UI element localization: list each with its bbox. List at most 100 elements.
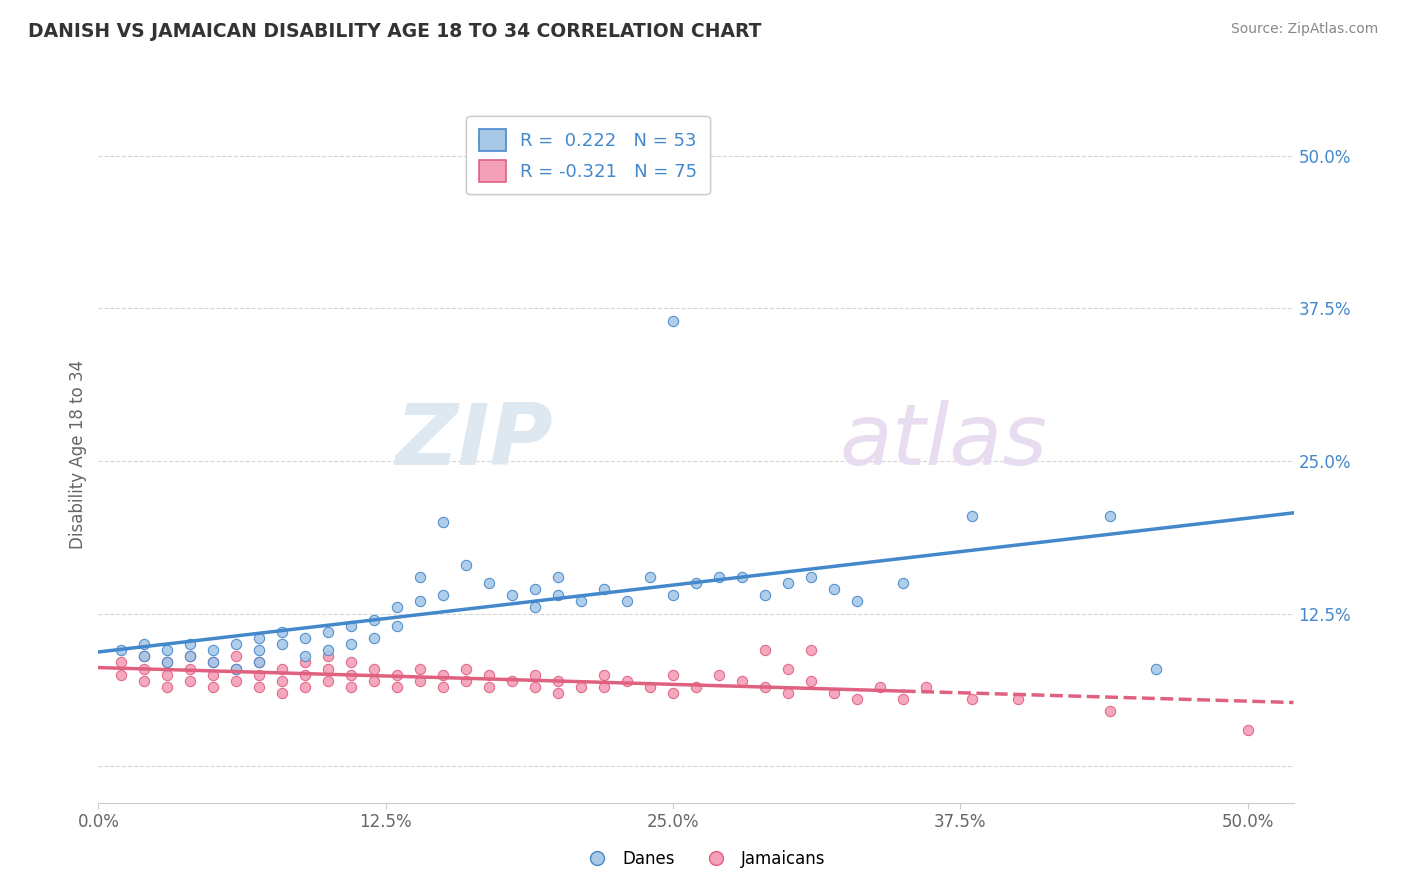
Point (202, 643, 225, 657)
Point (800, 673, 823, 688)
Point (316, 673, 339, 688)
Point (247, 643, 270, 657)
Point (960, 692, 983, 706)
Point (179, 649, 201, 664)
Text: ZIP: ZIP (395, 400, 553, 483)
Point (202, 656, 225, 670)
Point (823, 686, 845, 700)
Point (409, 570, 432, 584)
Point (156, 680, 179, 694)
Legend: Danes, Jamaicans: Danes, Jamaicans (574, 844, 832, 875)
Point (409, 661, 432, 675)
Point (800, 570, 823, 584)
Point (432, 680, 454, 694)
Point (845, 594, 868, 608)
Point (776, 661, 799, 675)
Point (225, 661, 247, 675)
Point (340, 680, 363, 694)
Point (179, 661, 201, 675)
Point (638, 570, 661, 584)
Point (409, 673, 432, 688)
Point (179, 673, 201, 688)
Point (134, 673, 156, 688)
Point (638, 680, 661, 694)
Point (524, 582, 547, 597)
Point (316, 643, 339, 657)
Point (247, 656, 270, 670)
Point (1144, 661, 1167, 675)
Y-axis label: Disability Age 18 to 34: Disability Age 18 to 34 (69, 360, 87, 549)
Point (340, 656, 363, 670)
Point (845, 692, 868, 706)
Point (385, 680, 409, 694)
Point (363, 673, 385, 688)
Point (294, 656, 316, 670)
Point (776, 576, 799, 591)
Point (501, 588, 523, 602)
Point (179, 637, 201, 651)
Point (110, 656, 132, 670)
Point (340, 619, 363, 633)
Point (569, 594, 592, 608)
Point (363, 613, 385, 627)
Point (1098, 508, 1121, 523)
Point (776, 686, 799, 700)
Point (547, 673, 569, 688)
Point (800, 643, 823, 657)
Point (110, 643, 132, 657)
Point (524, 600, 547, 615)
Text: Source: ZipAtlas.com: Source: ZipAtlas.com (1230, 22, 1378, 37)
Point (593, 582, 616, 597)
Point (524, 680, 547, 694)
Point (316, 624, 339, 639)
Point (662, 313, 685, 327)
Point (685, 576, 707, 591)
Point (456, 673, 478, 688)
Point (225, 637, 247, 651)
Point (478, 667, 501, 681)
Point (1236, 723, 1258, 737)
Point (225, 661, 247, 675)
Point (593, 667, 616, 681)
Point (134, 661, 156, 675)
Point (432, 667, 454, 681)
Point (891, 692, 914, 706)
Point (271, 661, 294, 675)
Point (247, 656, 270, 670)
Point (616, 673, 638, 688)
Point (914, 680, 936, 694)
Point (363, 661, 385, 675)
Point (662, 686, 685, 700)
Point (247, 631, 270, 645)
Point (569, 680, 592, 694)
Point (432, 515, 454, 529)
Point (456, 661, 478, 675)
Point (754, 643, 776, 657)
Point (547, 588, 569, 602)
Point (202, 656, 225, 670)
Point (1098, 704, 1121, 718)
Point (547, 570, 569, 584)
Point (524, 667, 547, 681)
Point (247, 680, 270, 694)
Point (707, 667, 730, 681)
Point (685, 680, 707, 694)
Point (363, 631, 385, 645)
Point (960, 508, 983, 523)
Text: DANISH VS JAMAICAN DISABILITY AGE 18 TO 34 CORRELATION CHART: DANISH VS JAMAICAN DISABILITY AGE 18 TO … (28, 22, 762, 41)
Point (134, 637, 156, 651)
Point (134, 649, 156, 664)
Point (202, 667, 225, 681)
Point (134, 649, 156, 664)
Point (156, 656, 179, 670)
Legend: R =  0.222   N = 53, R = -0.321   N = 75: R = 0.222 N = 53, R = -0.321 N = 75 (465, 116, 710, 194)
Point (179, 649, 201, 664)
Point (225, 673, 247, 688)
Point (385, 600, 409, 615)
Point (340, 637, 363, 651)
Point (456, 558, 478, 572)
Point (271, 686, 294, 700)
Point (156, 656, 179, 670)
Point (385, 667, 409, 681)
Point (156, 667, 179, 681)
